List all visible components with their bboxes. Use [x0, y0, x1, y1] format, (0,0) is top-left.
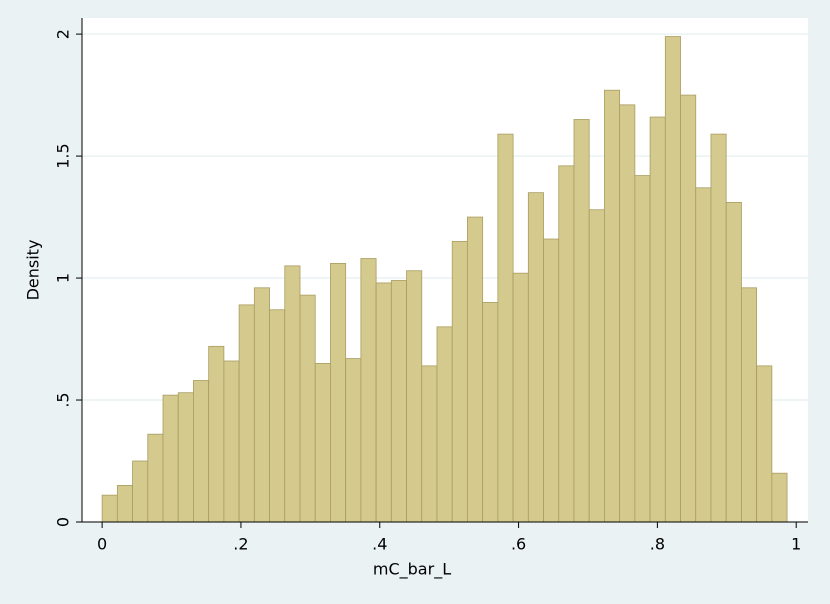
bar	[406, 270, 423, 523]
bar	[573, 119, 590, 523]
bar	[193, 380, 210, 523]
bar	[588, 209, 605, 523]
bar	[756, 365, 773, 523]
x-axis-title: mC_bar_L	[373, 560, 451, 580]
bar	[208, 345, 225, 523]
bar	[299, 294, 316, 523]
y-tick-label: 1.5	[54, 143, 73, 168]
bar	[314, 363, 331, 523]
bar	[101, 494, 118, 523]
bar	[604, 89, 621, 523]
bar	[147, 433, 164, 523]
bar	[512, 272, 529, 523]
bar	[725, 202, 742, 523]
bar	[771, 472, 788, 523]
bar	[375, 282, 392, 523]
bar	[649, 116, 666, 523]
bar	[116, 485, 133, 523]
bar	[132, 460, 149, 523]
bar	[619, 104, 636, 523]
x-tick-label: .8	[650, 535, 665, 554]
bar	[543, 238, 560, 523]
bar	[238, 304, 255, 523]
bar	[360, 258, 377, 523]
x-tick-label: 0	[97, 535, 107, 554]
bar	[269, 309, 286, 523]
bar	[695, 187, 712, 523]
bar	[177, 392, 194, 523]
y-tick-label: .5	[54, 392, 73, 407]
bar	[558, 165, 575, 523]
bar	[680, 94, 697, 523]
x-tick-label: .4	[372, 535, 387, 554]
y-tick-label: 2	[54, 29, 73, 39]
bar	[527, 192, 544, 523]
bar	[634, 175, 651, 523]
x-tick-label: .2	[233, 535, 248, 554]
bar	[223, 360, 240, 523]
y-tick-label: 1	[54, 273, 73, 283]
bar	[436, 326, 453, 523]
bar	[284, 265, 301, 523]
bar	[451, 241, 468, 523]
bar	[497, 133, 514, 523]
bar	[741, 287, 758, 523]
bar	[253, 287, 270, 523]
bar	[710, 133, 727, 523]
y-axis-title: Density	[24, 240, 43, 301]
x-tick-label: 1	[791, 535, 801, 554]
bar	[345, 358, 362, 523]
bar	[421, 365, 438, 523]
bar	[482, 302, 499, 523]
bar	[162, 394, 179, 523]
x-tick-label: .6	[511, 535, 526, 554]
y-tick-label: 0	[54, 517, 73, 527]
bar	[467, 216, 484, 523]
bar	[664, 36, 681, 523]
bar	[330, 263, 347, 523]
bar	[390, 280, 407, 523]
